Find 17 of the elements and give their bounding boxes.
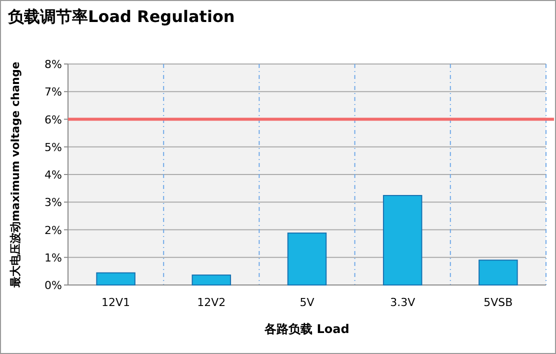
y-tick-label: 5% [44, 140, 62, 154]
y-tick-label: 4% [44, 168, 62, 182]
y-tick-label: 7% [44, 86, 62, 99]
y-tick-label: 0% [44, 279, 62, 292]
x-tick-label: 12V2 [197, 296, 226, 309]
y-tick-label: 8% [44, 58, 62, 71]
y-axis-title: 最大电压波动maximum voltage change [9, 62, 22, 288]
y-tick-label: 1% [44, 251, 62, 264]
x-axis-title: 各路负载 Load [264, 322, 350, 336]
x-tick-label: 5VSB [484, 296, 513, 309]
y-tick-label: 2% [44, 224, 62, 237]
y-tick-label: 6% [44, 113, 62, 126]
x-tick-label: 3.3V [390, 296, 416, 309]
y-tick-label: 3% [44, 196, 62, 210]
x-tick-label: 12V1 [102, 296, 130, 309]
chart-title: 负载调节率Load Regulation [7, 7, 235, 26]
x-tick-label: 5V [300, 296, 315, 309]
